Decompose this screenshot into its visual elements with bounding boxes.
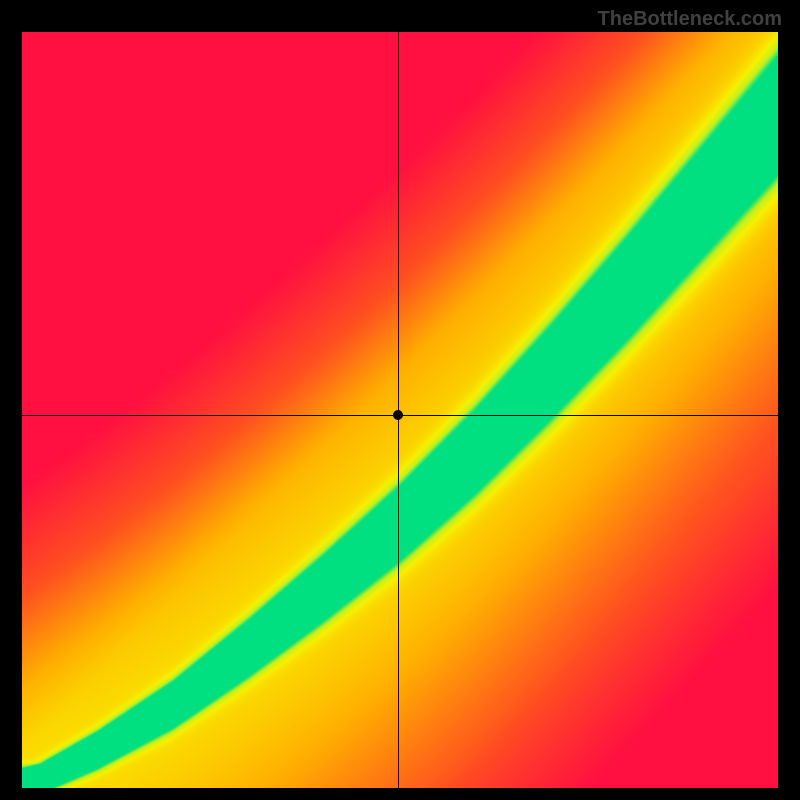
watermark-text: TheBottleneck.com <box>598 8 782 31</box>
plot-area <box>22 32 778 788</box>
crosshair-marker <box>393 410 403 420</box>
